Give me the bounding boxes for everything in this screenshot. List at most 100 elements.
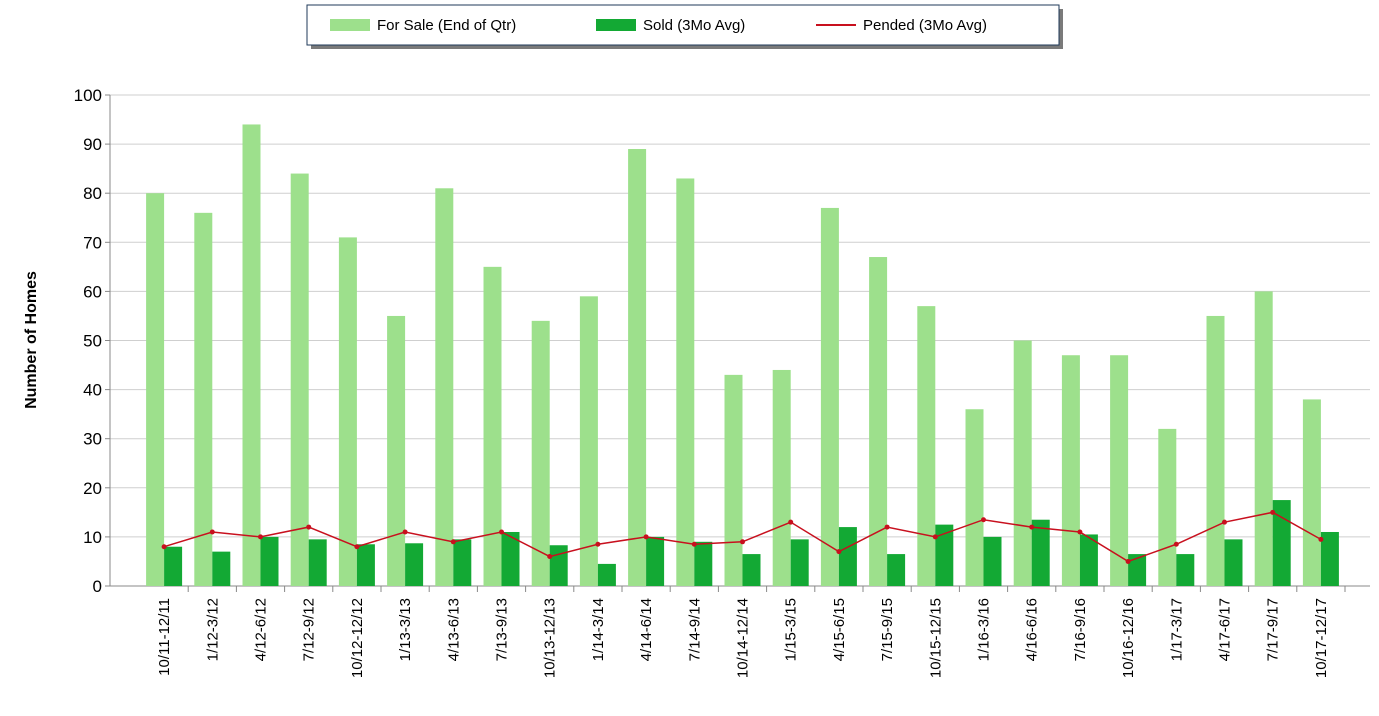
bar <box>646 536 665 586</box>
y-tick-label: 50 <box>83 332 102 351</box>
bar <box>338 237 357 586</box>
bar <box>1158 428 1177 586</box>
bar <box>1176 554 1195 586</box>
line-marker <box>788 519 794 525</box>
line-marker <box>1029 524 1035 530</box>
bar <box>260 536 279 586</box>
bar <box>1128 554 1147 586</box>
legend: For Sale (End of Qtr) Sold (3Mo Avg) Pen… <box>306 4 1063 49</box>
x-tick-label: 4/12-6/12 <box>253 598 270 661</box>
line-marker <box>1125 558 1131 564</box>
x-tick-label: 7/16-9/16 <box>1072 598 1089 661</box>
bar <box>935 524 954 586</box>
x-tick-label: 4/17-6/17 <box>1217 598 1234 661</box>
x-tick-label: 1/14-3/14 <box>590 598 607 661</box>
x-tick-label: 1/17-3/17 <box>1168 598 1185 661</box>
bar <box>820 207 839 586</box>
line-marker <box>691 541 697 547</box>
x-tick-label: 1/12-3/12 <box>204 598 221 661</box>
line-marker <box>1222 519 1227 525</box>
line-marker <box>306 524 312 530</box>
line-marker <box>1318 536 1324 542</box>
bar <box>356 544 375 586</box>
y-tick-label: 30 <box>83 430 102 449</box>
legend-label: For Sale (End of Qtr) <box>377 17 516 34</box>
line-marker <box>643 534 649 540</box>
bar <box>1061 355 1080 586</box>
bar <box>887 554 906 586</box>
line-marker <box>258 534 263 540</box>
x-tick-label: 4/16-6/16 <box>1024 598 1041 661</box>
line-marker <box>402 529 408 535</box>
line-marker <box>981 517 986 523</box>
line-marker <box>740 539 745 545</box>
x-tick-label: 10/12-12/12 <box>349 598 366 678</box>
x-tick-label: 7/15-9/15 <box>879 598 896 661</box>
line-marker <box>932 534 938 540</box>
bar <box>483 266 502 586</box>
bar <box>1272 500 1291 586</box>
bar <box>597 563 616 586</box>
bar <box>1206 315 1225 586</box>
y-tick-label: 60 <box>83 282 102 301</box>
y-tick-label: 80 <box>83 184 102 203</box>
x-tick-label: 7/14-9/14 <box>686 598 703 661</box>
x-tick-label: 10/13-12/13 <box>542 598 559 678</box>
bar <box>1031 519 1050 586</box>
x-tick-label: 7/17-9/17 <box>1265 598 1282 661</box>
x-tick-label: 10/15-12/15 <box>927 598 944 678</box>
line-marker <box>1173 541 1179 547</box>
bar <box>838 527 857 586</box>
y-tick-label: 10 <box>83 528 102 547</box>
x-tick-label: 10/14-12/14 <box>735 598 752 678</box>
line-marker <box>161 544 167 550</box>
bar <box>501 531 520 586</box>
bar <box>164 546 183 586</box>
bar <box>194 212 213 586</box>
bar <box>790 539 809 586</box>
x-tick-label: 10/17-12/17 <box>1313 598 1330 678</box>
y-tick-label: 90 <box>83 135 102 154</box>
bar <box>435 188 454 587</box>
legend-box <box>306 4 1060 46</box>
legend-swatch <box>596 19 636 31</box>
legend-label: Pended (3Mo Avg) <box>863 17 987 34</box>
line-marker <box>209 529 215 535</box>
y-tick-label: 0 <box>93 577 102 596</box>
x-tick-label: 4/15-6/15 <box>831 598 848 661</box>
bar <box>742 554 761 586</box>
bar <box>308 539 327 586</box>
line-marker <box>1077 529 1083 535</box>
bar <box>242 124 261 587</box>
bar <box>694 541 713 586</box>
line-marker <box>450 539 456 545</box>
x-tick-label: 10/16-12/16 <box>1120 598 1137 678</box>
x-tick-label: 10/11-12/11 <box>156 598 173 676</box>
bar <box>1254 291 1273 586</box>
bar <box>549 545 568 586</box>
bar <box>1079 534 1098 586</box>
line-marker <box>595 541 601 547</box>
line-marker <box>547 554 553 560</box>
bar <box>531 320 550 586</box>
bar <box>983 536 1002 586</box>
bar <box>387 315 406 586</box>
line-marker <box>1270 509 1276 515</box>
x-tick-label: 7/13-9/13 <box>494 598 511 661</box>
x-tick-label: 4/14-6/14 <box>638 598 655 661</box>
x-tick-label: 7/12-9/12 <box>301 598 318 661</box>
y-axis-title: Number of Homes <box>23 271 40 409</box>
line-marker <box>354 544 360 550</box>
line-marker <box>499 529 504 535</box>
y-tick-label: 70 <box>83 233 102 252</box>
bar <box>405 543 424 586</box>
y-tick-label: 100 <box>74 86 102 105</box>
x-tick-label: 1/15-3/15 <box>783 598 800 661</box>
bar <box>628 149 647 586</box>
bar <box>676 178 695 586</box>
x-tick-label: 1/16-3/16 <box>976 598 993 661</box>
bar <box>1320 531 1339 586</box>
bar <box>579 296 598 586</box>
bar <box>1110 355 1129 586</box>
